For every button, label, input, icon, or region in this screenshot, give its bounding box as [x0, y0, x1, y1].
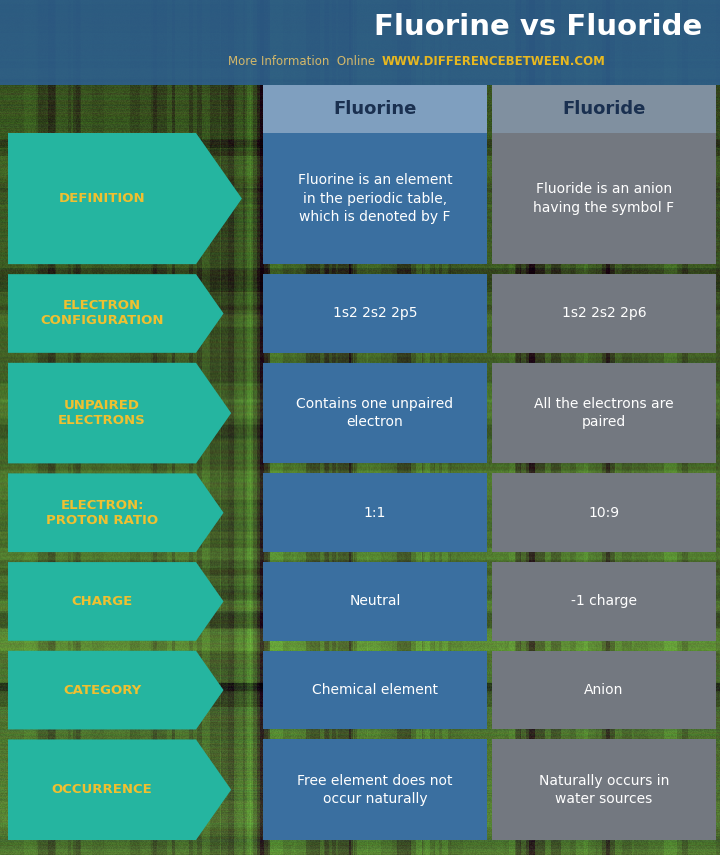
FancyBboxPatch shape	[263, 133, 487, 264]
Text: 1:1: 1:1	[364, 505, 386, 520]
FancyBboxPatch shape	[492, 740, 716, 840]
FancyBboxPatch shape	[263, 274, 487, 353]
Text: Neutral: Neutral	[349, 594, 401, 609]
Polygon shape	[8, 562, 223, 640]
FancyBboxPatch shape	[492, 562, 716, 640]
Text: 10:9: 10:9	[588, 505, 620, 520]
Text: All the electrons are
paired: All the electrons are paired	[534, 397, 674, 429]
Text: CATEGORY: CATEGORY	[63, 684, 141, 697]
FancyBboxPatch shape	[263, 363, 487, 463]
FancyBboxPatch shape	[263, 651, 487, 729]
Text: Chemical element: Chemical element	[312, 683, 438, 697]
Text: Fluorine is an element
in the periodic table,
which is denoted by F: Fluorine is an element in the periodic t…	[297, 174, 452, 224]
FancyBboxPatch shape	[492, 651, 716, 729]
Text: Naturally occurs in
water sources: Naturally occurs in water sources	[539, 774, 669, 806]
FancyBboxPatch shape	[263, 474, 487, 552]
Polygon shape	[8, 740, 231, 840]
Text: WWW.DIFFERENCEBETWEEN.COM: WWW.DIFFERENCEBETWEEN.COM	[382, 55, 606, 68]
Text: 1s2 2s2 2p6: 1s2 2s2 2p6	[562, 306, 647, 321]
Text: DEFINITION: DEFINITION	[59, 192, 145, 205]
Polygon shape	[8, 133, 242, 264]
Polygon shape	[8, 651, 223, 729]
FancyBboxPatch shape	[263, 562, 487, 640]
FancyBboxPatch shape	[263, 85, 487, 133]
Text: Fluorine vs Fluoride: Fluorine vs Fluoride	[374, 13, 702, 41]
Text: Fluoride is an anion
having the symbol F: Fluoride is an anion having the symbol F	[534, 182, 675, 215]
Text: ELECTRON
CONFIGURATION: ELECTRON CONFIGURATION	[40, 299, 163, 327]
FancyBboxPatch shape	[492, 363, 716, 463]
FancyBboxPatch shape	[492, 274, 716, 353]
Text: ELECTRON:
PROTON RATIO: ELECTRON: PROTON RATIO	[46, 498, 158, 527]
FancyBboxPatch shape	[0, 0, 720, 85]
Text: Fluoride: Fluoride	[562, 100, 646, 118]
FancyBboxPatch shape	[492, 474, 716, 552]
Text: CHARGE: CHARGE	[71, 595, 132, 608]
Text: Free element does not
occur naturally: Free element does not occur naturally	[297, 774, 453, 806]
FancyBboxPatch shape	[492, 85, 716, 133]
Text: -1 charge: -1 charge	[571, 594, 637, 609]
Text: 1s2 2s2 2p5: 1s2 2s2 2p5	[333, 306, 418, 321]
FancyBboxPatch shape	[492, 133, 716, 264]
Text: OCCURRENCE: OCCURRENCE	[52, 783, 153, 796]
Text: UNPAIRED
ELECTRONS: UNPAIRED ELECTRONS	[58, 399, 146, 428]
Text: Contains one unpaired
electron: Contains one unpaired electron	[297, 397, 454, 429]
Text: Fluorine: Fluorine	[333, 100, 417, 118]
Text: More Information  Online: More Information Online	[228, 55, 375, 68]
FancyBboxPatch shape	[263, 740, 487, 840]
Polygon shape	[8, 363, 231, 463]
Polygon shape	[8, 274, 223, 353]
Polygon shape	[8, 474, 223, 552]
Text: Anion: Anion	[585, 683, 624, 697]
